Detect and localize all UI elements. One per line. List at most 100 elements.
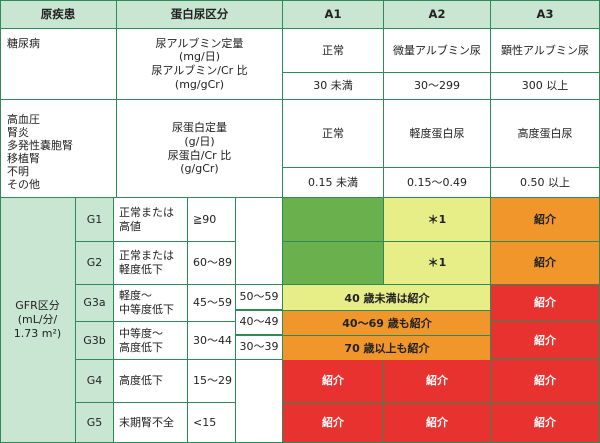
diabetes-a3-value: 300 以上 bbox=[491, 73, 600, 100]
diabetes-measure-line2: (mg/日) bbox=[179, 50, 220, 64]
cell-g1-a2-text: ＊1 bbox=[427, 212, 447, 226]
grade-g5: G5 bbox=[76, 403, 114, 443]
other-a3-label-text: 高度蛋白尿 bbox=[517, 126, 573, 140]
header-a2: A2 bbox=[384, 0, 491, 29]
cell-g1-a3: 紹介 bbox=[491, 198, 600, 242]
range-g2-text: 60～89 bbox=[193, 256, 232, 270]
disease-hypertension: 高血圧 bbox=[7, 113, 40, 126]
diabetes-a1-label: 正常 bbox=[283, 29, 384, 73]
other-a1-label: 正常 bbox=[283, 100, 384, 168]
band-right-border bbox=[490, 285, 491, 360]
band-divider-1 bbox=[236, 310, 491, 311]
grade-g1-text: G1 bbox=[86, 212, 103, 226]
cell-g5-a2-text: 紹介 bbox=[426, 415, 448, 429]
cell-g2-a2: ＊1 bbox=[384, 242, 491, 285]
band-divider-2 bbox=[236, 335, 491, 336]
desc-g3b-line1: 中等度～ bbox=[119, 326, 163, 340]
diabetes-name-text: 糖尿病 bbox=[7, 37, 40, 50]
range-g2: 60～89 bbox=[188, 242, 236, 285]
desc-g3a-line1: 軽度～ bbox=[119, 289, 152, 303]
other-a2-label: 軽度蛋白尿 bbox=[384, 100, 491, 168]
other-measure-line2: (g/日) bbox=[184, 134, 215, 148]
grade-g4-text: G4 bbox=[86, 374, 103, 388]
diabetes-a2-label-text: 微量アルブミン尿 bbox=[393, 43, 481, 57]
disease-unknown: 不明 bbox=[7, 164, 29, 178]
cell-g3b-a3: 紹介 bbox=[491, 322, 600, 360]
cell-g1-a3-text: 紹介 bbox=[534, 212, 556, 226]
desc-g3a-line2: 中等度低下 bbox=[119, 303, 174, 316]
diabetes-measure-line1: 尿アルブミン定量 bbox=[155, 36, 244, 50]
disease-nephritis: 腎炎 bbox=[7, 125, 29, 139]
cell-g2-a3-text: 紹介 bbox=[534, 256, 556, 270]
subrange-50-59: 50～59 bbox=[236, 285, 283, 310]
diabetes-a3-label: 顕性アルブミン尿 bbox=[491, 29, 600, 73]
desc-g4-line1: 高度低下 bbox=[119, 374, 163, 388]
gfr-title-line3: 1.73 m²) bbox=[13, 326, 62, 340]
other-measure-line1: 尿蛋白定量 bbox=[172, 121, 227, 134]
cell-g5-a1: 紹介 bbox=[283, 403, 384, 443]
range-g4: 15～29 bbox=[188, 360, 236, 403]
desc-g3b: 中等度～ 高度低下 bbox=[114, 322, 188, 360]
band-age-under-40 bbox=[283, 285, 491, 310]
diabetes-a1-value-text: 30 未満 bbox=[313, 79, 353, 93]
subrange-blank-bottom bbox=[236, 360, 283, 443]
disease-other: その他 bbox=[7, 177, 40, 191]
range-g3b: 30～44 bbox=[188, 322, 236, 360]
range-g3a: 45～59 bbox=[188, 285, 236, 322]
diabetes-a3-value-text: 300 以上 bbox=[521, 79, 569, 93]
age-note-40-69-text: 40～69 歳も紹介 bbox=[342, 316, 432, 330]
desc-g1-line2: 高値 bbox=[119, 219, 141, 233]
other-measure-line4: (g/gCr) bbox=[180, 162, 219, 176]
cell-g4-a2-text: 紹介 bbox=[426, 374, 448, 388]
grade-g1: G1 bbox=[76, 198, 114, 242]
diabetes-a2-label: 微量アルブミン尿 bbox=[384, 29, 491, 73]
other-a2-value: 0.15～0.49 bbox=[384, 168, 491, 198]
range-g3a-text: 45～59 bbox=[193, 296, 232, 310]
subrange-30-39: 30～39 bbox=[236, 335, 283, 360]
subrange-30-39-text: 30～39 bbox=[239, 340, 279, 354]
desc-g5: 末期腎不全 bbox=[114, 403, 188, 443]
desc-g4: 高度低下 bbox=[114, 360, 188, 403]
cell-g2-a3: 紹介 bbox=[491, 242, 600, 285]
diabetes-a3-label-text: 顕性アルブミン尿 bbox=[501, 43, 589, 57]
desc-g3a: 軽度～ 中等度低下 bbox=[114, 285, 188, 322]
other-a2-label-text: 軽度蛋白尿 bbox=[409, 126, 465, 140]
header-a2-text: A2 bbox=[428, 6, 446, 21]
header-a3-text: A3 bbox=[536, 6, 554, 21]
cell-g4-a1: 紹介 bbox=[283, 360, 384, 403]
cell-g3b-a3-text: 紹介 bbox=[534, 333, 556, 347]
header-disease-text: 原疾患 bbox=[40, 6, 76, 21]
other-a3-value: 0.50 以上 bbox=[491, 168, 600, 198]
desc-g3b-line2: 高度低下 bbox=[119, 340, 163, 354]
desc-g5-line1: 末期腎不全 bbox=[119, 415, 174, 429]
other-a1-value: 0.15 未満 bbox=[283, 168, 384, 198]
cell-g5-a3: 紹介 bbox=[491, 403, 600, 443]
age-note-40-69: 40～69 歳も紹介 bbox=[283, 310, 491, 335]
subrange-blank-top bbox=[236, 198, 283, 285]
other-measure-line3: 尿蛋白/Cr 比 bbox=[167, 148, 232, 162]
diabetes-measure: 尿アルブミン定量 (mg/日) 尿アルブミン/Cr 比 (mg/gCr) bbox=[117, 29, 283, 100]
range-g5-text: <15 bbox=[193, 415, 217, 429]
range-g3b-text: 30～44 bbox=[193, 333, 232, 347]
diabetes-a1-value: 30 未満 bbox=[283, 73, 384, 100]
gfr-category-title: GFR区分 (mL/分/ 1.73 m²) bbox=[0, 198, 76, 443]
gfr-title-line1: GFR区分 bbox=[15, 299, 60, 313]
cell-g4-a3: 紹介 bbox=[491, 360, 600, 403]
band-age-40-69 bbox=[283, 310, 491, 335]
header-a3: A3 bbox=[491, 0, 600, 29]
cell-g3a-a3: 紹介 bbox=[491, 285, 600, 322]
grade-g5-text: G5 bbox=[86, 415, 103, 429]
cell-g4-a3-text: 紹介 bbox=[534, 374, 556, 388]
other-a3-label: 高度蛋白尿 bbox=[491, 100, 600, 168]
cell-g1-a1 bbox=[283, 198, 384, 242]
header-a1: A1 bbox=[283, 0, 384, 29]
cell-g5-a3-text: 紹介 bbox=[534, 415, 556, 429]
range-g1-text: ≧90 bbox=[193, 212, 217, 226]
diabetes-name: 糖尿病 bbox=[0, 29, 117, 100]
cell-g5-a2: 紹介 bbox=[384, 403, 491, 443]
cell-g4-a1-text: 紹介 bbox=[322, 374, 344, 388]
desc-g2-line2: 軽度低下 bbox=[119, 263, 163, 276]
band-age-70-plus bbox=[283, 335, 491, 360]
desc-g2-line1: 正常または bbox=[119, 249, 174, 263]
range-g4-text: 15～29 bbox=[193, 374, 232, 388]
